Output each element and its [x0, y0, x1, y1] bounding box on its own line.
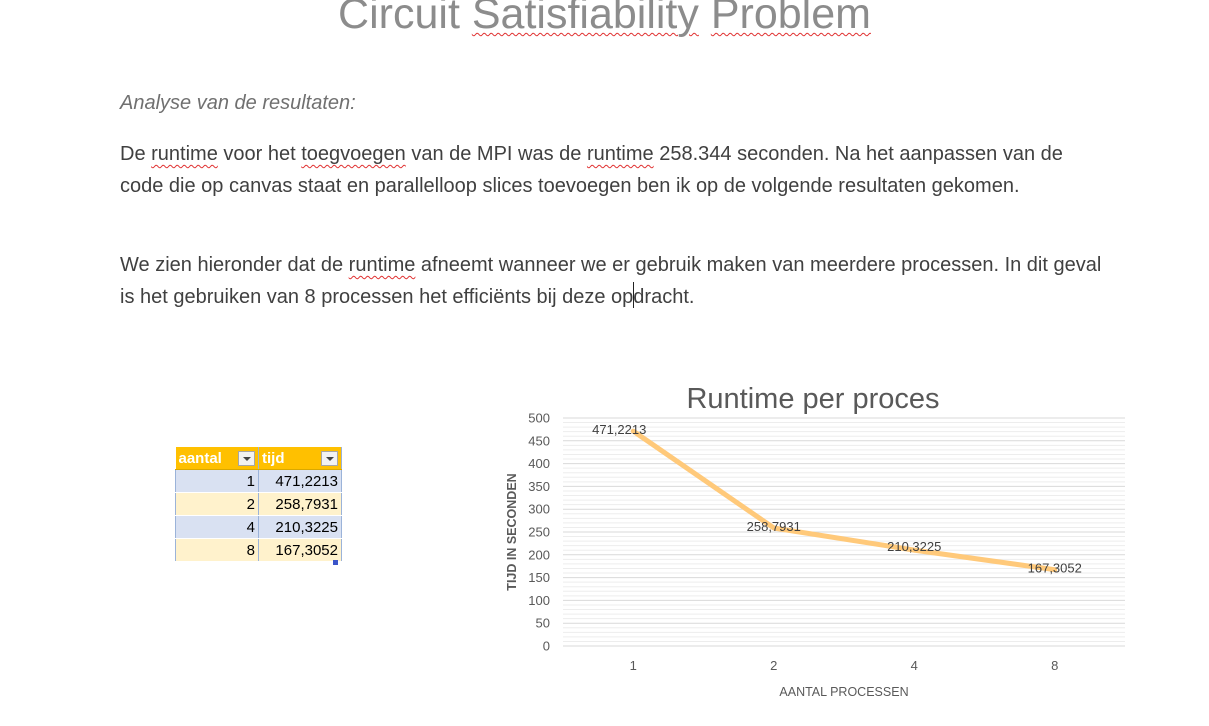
header-tijd-label: tijd: [262, 449, 285, 467]
table-row: 4 210,3225: [175, 515, 342, 539]
header-tijd[interactable]: tijd: [258, 447, 342, 470]
y-axis-title: TIJD IN SECONDEN: [505, 473, 519, 590]
p1-text-1: De: [120, 143, 152, 165]
table-header-row: aantal tijd: [175, 447, 342, 470]
p2-text-2: afneemt wanneer we er gebruik maken van …: [120, 254, 1102, 308]
p1-text-4: 258.344 seconden. Na het aanpassen van d…: [120, 143, 1063, 197]
data-label: 471,2213: [592, 422, 646, 437]
data-label: 210,3225: [887, 539, 941, 554]
p1-text-3: van de MPI was de: [405, 143, 587, 165]
table-row: 2 258,7931: [175, 492, 342, 516]
document-title: Circuit Satisfiability Problem: [0, 0, 1209, 42]
filter-dropdown-icon[interactable]: [238, 451, 255, 466]
section-subtitle: Analyse van de resultaten:: [120, 92, 356, 114]
y-tick-label: 100: [528, 593, 550, 608]
title-word-problem: Problem: [710, 0, 871, 38]
p1-text-2: voor het: [217, 143, 302, 165]
y-tick-label: 350: [528, 479, 550, 494]
cell-tijd[interactable]: 210,3225: [258, 515, 342, 539]
header-aantal-label: aantal: [178, 449, 222, 467]
paragraph-2[interactable]: We zien hieronder dat de runtime afneemt…: [120, 250, 1110, 313]
y-tick-label: 450: [528, 433, 550, 448]
runtime-line-chart[interactable]: Runtime per proces 0 50 100 150 200 250 300 350…: [490, 370, 1140, 715]
p2-text-3: dracht.: [633, 285, 695, 308]
x-axis-ticks: 1 2 4 8: [630, 658, 1059, 673]
y-tick-label: 300: [528, 502, 550, 517]
cell-tijd[interactable]: 167,3052: [258, 538, 342, 562]
header-aantal[interactable]: aantal: [175, 447, 259, 470]
chart-title: Runtime per proces: [686, 383, 939, 415]
cell-tijd[interactable]: 471,2213: [258, 469, 342, 493]
title-word-circuit: Circuit: [338, 0, 460, 38]
cell-aantal[interactable]: 8: [175, 538, 259, 562]
title-word-satisfiability: Satisfiability: [471, 0, 699, 38]
text-cursor: [633, 281, 635, 308]
data-label: 258,7931: [747, 519, 801, 534]
cell-tijd[interactable]: 258,7931: [258, 492, 342, 516]
data-labels: 471,2213 258,7931 210,3225 167,3052: [592, 422, 1082, 576]
p2-text-1: We zien hieronder dat de: [120, 254, 349, 276]
y-tick-label: 200: [528, 547, 550, 562]
y-axis-ticks: 0 50 100 150 200 250 300 350 400 450 500: [528, 411, 550, 654]
y-tick-label: 50: [536, 616, 550, 631]
table-row: 1 471,2213: [175, 469, 342, 493]
y-tick-label: 250: [528, 525, 550, 540]
filter-dropdown-icon[interactable]: [321, 451, 338, 466]
paragraph-1[interactable]: De runtime voor het toegvoegen van de MP…: [120, 139, 1110, 202]
y-tick-label: 150: [528, 570, 550, 585]
x-axis-title: AANTAL PROCESSEN: [779, 685, 908, 699]
y-tick-label: 500: [528, 411, 550, 426]
p1-word-toegvoegen: toegvoegen: [301, 143, 406, 165]
cell-aantal[interactable]: 2: [175, 492, 259, 516]
p1-word-runtime-2: runtime: [586, 143, 654, 165]
excel-table[interactable]: aantal tijd 1 471,2213 2 258,7931 4 210,…: [175, 447, 342, 562]
p2-word-runtime: runtime: [348, 254, 416, 276]
x-tick-label: 2: [770, 658, 777, 673]
data-label: 167,3052: [1028, 561, 1082, 576]
x-tick-label: 4: [911, 658, 918, 673]
p1-word-runtime-1: runtime: [151, 143, 218, 165]
table-row: 8 167,3052: [175, 538, 342, 562]
table-resize-handle[interactable]: [333, 560, 338, 565]
cell-aantal[interactable]: 1: [175, 469, 259, 493]
y-tick-label: 0: [543, 639, 550, 654]
series-line[interactable]: [630, 428, 1058, 573]
x-tick-label: 1: [630, 658, 637, 673]
cell-aantal[interactable]: 4: [175, 515, 259, 539]
x-tick-label: 8: [1051, 658, 1058, 673]
y-tick-label: 400: [528, 456, 550, 471]
chart-gridlines: [563, 417, 1125, 647]
